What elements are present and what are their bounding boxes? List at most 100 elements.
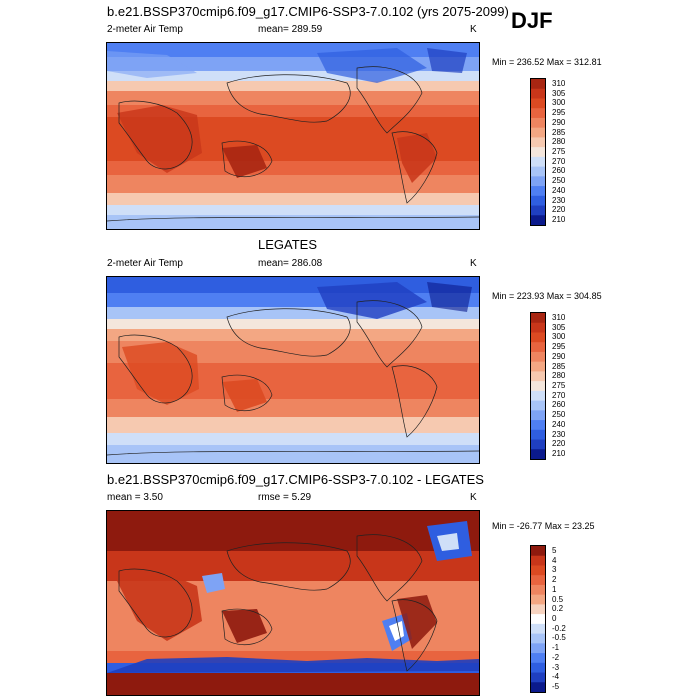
colorbar-swatch: [531, 381, 545, 392]
colorbar-swatch: [531, 623, 545, 635]
colorbar-tick-label: 275: [552, 381, 566, 390]
colorbar-tick-label: 250: [552, 176, 566, 186]
colorbar-swatch: [531, 400, 545, 411]
panel-obs-map: [106, 276, 480, 464]
colorbar-swatch: [531, 371, 545, 382]
panel-model-title: b.e21.BSSP370cmip6.f09_g17.CMIP6-SSP3-7.…: [107, 4, 509, 19]
colorbar-tick-label: 210: [552, 215, 566, 225]
colorbar-tick-label: 310: [552, 312, 566, 322]
colorbar-tick-label: 290: [552, 117, 566, 127]
colorbar-swatch: [531, 186, 545, 197]
colorbar-tick-label: 295: [552, 342, 566, 352]
season-label: DJF: [511, 8, 553, 33]
panel-obs-variable-label: 2-meter Air Temp: [107, 258, 183, 269]
panel-model-units-label: K: [470, 24, 477, 35]
colorbar-tick-label: 0.5: [552, 594, 564, 604]
colorbar-tick-label: 270: [552, 390, 566, 400]
colorbar-tick-label: 290: [552, 351, 566, 361]
colorbar-swatch: [531, 332, 545, 343]
colorbar-tick-label: 260: [552, 166, 566, 176]
panel-obs-units-label: K: [470, 258, 477, 269]
colorbar-swatch: [531, 575, 545, 586]
colorbar-tick-label: 230: [552, 195, 566, 205]
panel-diff-map-field: [107, 511, 479, 695]
colorbar-tick-label: 250: [552, 410, 566, 420]
colorbar-tick-label: -1: [552, 643, 560, 653]
colorbar-tick-label: 230: [552, 429, 566, 439]
colorbar-swatch: [531, 584, 545, 596]
colorbar-swatch: [531, 565, 545, 576]
colorbar-swatch: [531, 429, 545, 441]
colorbar-swatch: [531, 672, 545, 683]
colorbar-swatch: [531, 205, 545, 216]
colorbar-swatch: [531, 98, 545, 109]
colorbar-swatch: [531, 546, 545, 557]
colorbar-swatch: [531, 215, 545, 225]
colorbar-swatch: [531, 604, 545, 615]
colorbar-swatch: [531, 614, 545, 625]
panel-model-mean-label: mean= 289.59: [258, 24, 323, 35]
colorbar-tick-label: -2: [552, 652, 560, 662]
colorbar-tick-label: 305: [552, 88, 566, 98]
panel-diff-colorbar: [530, 545, 546, 693]
panel-diff-rmse-label: rmse = 5.29: [258, 492, 312, 503]
colorbar-tick-label: 240: [552, 419, 566, 429]
panel-diff-units-label: K: [470, 492, 477, 503]
colorbar-tick-label: -3: [552, 662, 560, 672]
colorbar-tick-label: 3: [552, 565, 557, 575]
colorbar-swatch: [531, 166, 545, 177]
colorbar-swatch: [531, 79, 545, 90]
colorbar-swatch: [531, 117, 545, 129]
panel-model-colorbar-swatches: [531, 79, 545, 225]
colorbar-tick-label: 280: [552, 371, 566, 381]
colorbar-swatch: [531, 127, 545, 138]
colorbar-swatch: [531, 176, 545, 187]
colorbar-swatch: [531, 410, 545, 421]
panel-obs-minmax: Min = 223.93 Max = 304.85: [492, 291, 602, 301]
colorbar-swatch: [531, 88, 545, 99]
colorbar-tick-label: 2: [552, 575, 557, 585]
colorbar-swatch: [531, 156, 545, 168]
colorbar-swatch: [531, 633, 545, 644]
colorbar-tick-label: 4: [552, 555, 557, 565]
colorbar-swatch: [531, 361, 545, 372]
colorbar-swatch: [531, 147, 545, 158]
colorbar-tick-label: 5: [552, 545, 557, 555]
colorbar-swatch: [531, 555, 545, 566]
colorbar-swatch: [531, 313, 545, 324]
colorbar-tick-label: 295: [552, 108, 566, 118]
panel-diff-colorbar-swatches: [531, 546, 545, 692]
colorbar-tick-label: 275: [552, 147, 566, 156]
panel-obs-mean-label: mean= 286.08: [258, 258, 323, 269]
panel-diff-mean-label: mean = 3.50: [107, 492, 163, 503]
colorbar-tick-label: 270: [552, 156, 566, 166]
panel-model-map: [106, 42, 480, 230]
colorbar-swatch: [531, 351, 545, 363]
panel-model-minmax: Min = 236.52 Max = 312.81: [492, 57, 602, 67]
colorbar-tick-label: 285: [552, 361, 566, 371]
colorbar-tick-label: -0.2: [552, 623, 566, 633]
colorbar-tick-label: -5: [552, 682, 560, 692]
colorbar-swatch: [531, 662, 545, 674]
colorbar-tick-label: 310: [552, 78, 566, 88]
colorbar-tick-label: 280: [552, 137, 566, 147]
panel-obs-map-field: [107, 277, 479, 463]
colorbar-tick-label: 260: [552, 400, 566, 410]
colorbar-tick-label: 220: [552, 439, 566, 449]
colorbar-swatch: [531, 653, 545, 664]
panel-model-variable-label: 2-meter Air Temp: [107, 24, 183, 35]
colorbar-swatch: [531, 420, 545, 431]
colorbar-swatch: [531, 439, 545, 450]
colorbar-swatch: [531, 390, 545, 402]
colorbar-swatch: [531, 195, 545, 207]
colorbar-tick-label: 305: [552, 322, 566, 332]
colorbar-tick-label: 0.2: [552, 604, 564, 614]
colorbar-tick-label: 1: [552, 584, 557, 594]
colorbar-swatch: [531, 322, 545, 333]
panel-obs-colorbar-swatches: [531, 313, 545, 459]
colorbar-tick-label: 210: [552, 449, 566, 459]
colorbar-tick-label: 300: [552, 332, 566, 342]
panel-diff-map: [106, 510, 480, 696]
colorbar-tick-label: -4: [552, 672, 560, 682]
colorbar-swatch: [531, 594, 545, 605]
